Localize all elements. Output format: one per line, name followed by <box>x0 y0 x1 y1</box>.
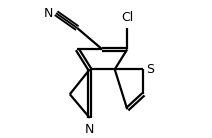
Text: N: N <box>85 123 95 136</box>
Text: N: N <box>44 7 53 20</box>
Text: S: S <box>146 63 155 76</box>
Text: Cl: Cl <box>121 11 133 24</box>
